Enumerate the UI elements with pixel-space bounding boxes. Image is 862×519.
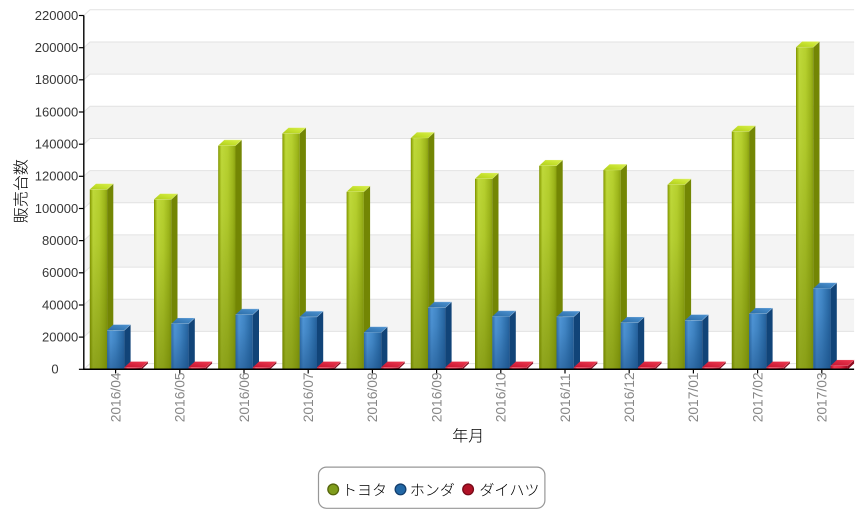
- svg-text:2016/09: 2016/09: [429, 372, 444, 422]
- svg-text:60000: 60000: [42, 265, 78, 280]
- svg-text:120000: 120000: [35, 169, 78, 184]
- svg-text:2017/01: 2017/01: [686, 372, 701, 422]
- svg-text:100000: 100000: [35, 201, 78, 216]
- svg-text:2016/07: 2016/07: [301, 372, 316, 422]
- svg-text:2017/02: 2017/02: [750, 372, 765, 422]
- svg-text:40000: 40000: [42, 297, 78, 312]
- svg-text:0: 0: [51, 362, 58, 377]
- svg-text:2016/11: 2016/11: [558, 373, 573, 422]
- svg-text:2016/12: 2016/12: [622, 372, 637, 422]
- svg-text:140000: 140000: [35, 137, 78, 152]
- svg-text:2016/08: 2016/08: [365, 372, 380, 422]
- svg-text:220000: 220000: [35, 8, 78, 23]
- svg-text:200000: 200000: [35, 40, 78, 55]
- svg-text:180000: 180000: [35, 72, 78, 87]
- svg-text:2016/06: 2016/06: [237, 372, 252, 422]
- svg-text:160000: 160000: [35, 104, 78, 119]
- svg-text:2016/05: 2016/05: [173, 372, 188, 422]
- svg-text:2016/04: 2016/04: [108, 372, 123, 422]
- svg-text:2017/03: 2017/03: [815, 372, 830, 422]
- svg-text:20000: 20000: [42, 329, 78, 344]
- svg-text:80000: 80000: [42, 233, 78, 248]
- svg-text:2016/10: 2016/10: [494, 372, 509, 422]
